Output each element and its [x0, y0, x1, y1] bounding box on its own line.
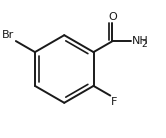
- Text: 2: 2: [142, 40, 147, 49]
- Text: F: F: [111, 97, 117, 107]
- Text: O: O: [108, 12, 117, 22]
- Text: NH: NH: [132, 36, 148, 46]
- Text: Br: Br: [2, 30, 14, 40]
